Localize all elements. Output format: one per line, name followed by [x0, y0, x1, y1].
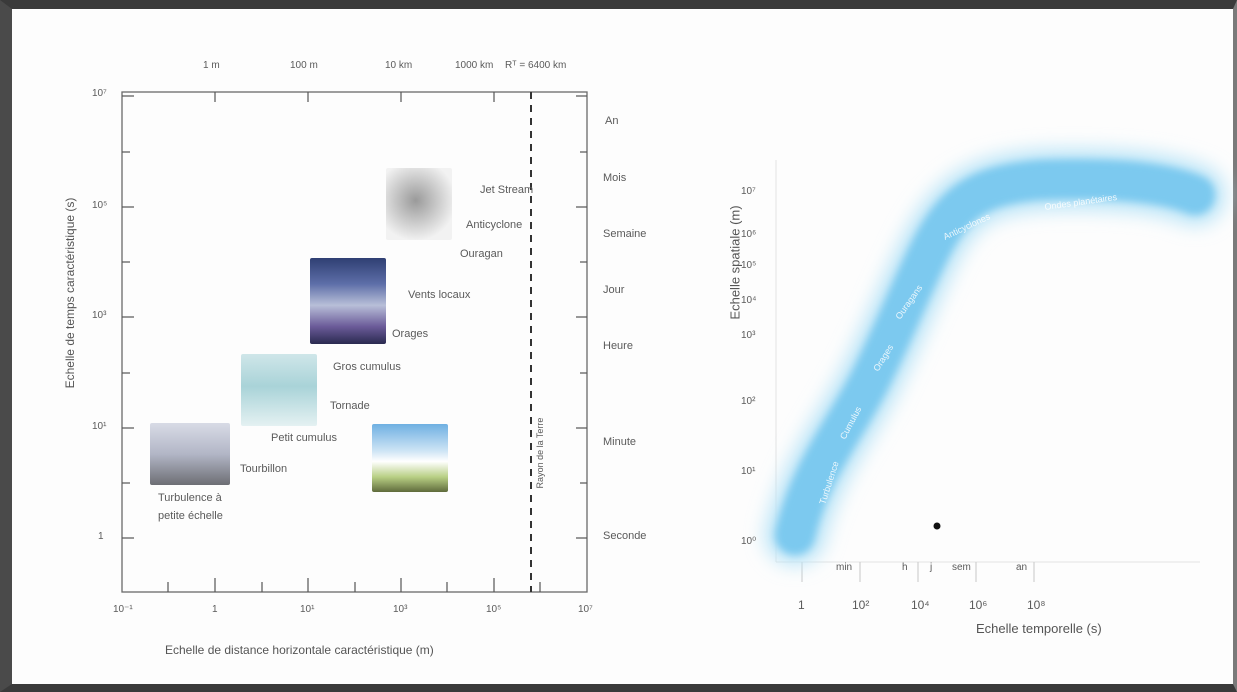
left-x-axis-label: Echelle de distance horizontale caractér… — [165, 643, 434, 657]
x-tick-label: 10⁻¹ — [113, 604, 133, 615]
top-scale-label: Rᵀ = 6400 km — [505, 60, 567, 71]
label-turbulence-2: petite échelle — [158, 510, 223, 522]
label-tourbillon: Tourbillon — [240, 463, 288, 475]
label-anticyclone: Anticyclone — [466, 219, 523, 231]
y-tick-label: 10¹ — [92, 421, 107, 432]
right-y-tick: 10¹ — [741, 466, 756, 477]
label-petit-cumulus: Petit cumulus — [271, 432, 338, 444]
time-label-jour: Jour — [603, 284, 625, 296]
x-tick-label: 10⁵ — [486, 604, 502, 615]
right-y-tick: 10³ — [741, 330, 756, 341]
x-tick-label: 10³ — [393, 604, 408, 615]
time-label-minute: Minute — [603, 436, 637, 448]
time-unit-sem: sem — [952, 562, 971, 573]
cumulus-thumbnail — [372, 424, 448, 492]
right-x-tick: 10⁴ — [911, 598, 930, 612]
label-orages: Orages — [392, 328, 429, 340]
label-jet-stream: Jet Stream — [480, 184, 534, 196]
top-scale-label: 1 m — [203, 60, 220, 71]
right-y-tick: 10⁵ — [741, 260, 757, 271]
top-scale-label: 1000 km — [455, 60, 494, 71]
right-x-tick: 10⁸ — [1027, 598, 1046, 612]
left-x-ticks — [167, 92, 541, 592]
right-y-tick: 10⁷ — [741, 186, 756, 197]
tornado-thumbnail — [241, 354, 317, 426]
label-tornade: Tornade — [330, 400, 370, 412]
left-y-ticks — [122, 95, 587, 539]
top-scale-label: 10 km — [385, 60, 413, 71]
dust-devil-thumbnail — [150, 423, 230, 485]
label-ouragan: Ouragan — [460, 248, 503, 260]
y-tick-label: 1 — [98, 531, 104, 542]
storm-thumbnail — [310, 258, 386, 344]
right-y-tick: 10² — [741, 396, 756, 407]
time-label-mois: Mois — [603, 172, 627, 184]
right-x-tick: 10⁶ — [969, 598, 988, 612]
x-tick-label: 1 — [212, 604, 218, 615]
right-x-tick: 10² — [852, 598, 870, 612]
top-scale-label: 100 m — [290, 60, 318, 71]
label-turbulence: Turbulence à — [158, 492, 222, 504]
right-y-tick: 10⁰ — [741, 536, 757, 547]
x-tick-label: 10¹ — [300, 604, 315, 615]
time-unit-min: min — [836, 562, 853, 573]
y-tick-label: 10⁵ — [92, 200, 108, 211]
x-tick-label: 10⁷ — [578, 604, 593, 615]
right-x-tick: 1 — [798, 598, 805, 612]
label-gros-cumulus: Gros cumulus — [333, 361, 401, 373]
marker-dot — [933, 522, 941, 530]
right-y-tick: 10⁴ — [741, 295, 757, 306]
time-unit-an: an — [1016, 562, 1028, 573]
time-unit-h: h — [902, 562, 908, 573]
scale-band — [775, 159, 1215, 555]
time-unit-j: j — [930, 562, 933, 573]
satellite-thumbnail — [386, 168, 452, 240]
right-y-axis-label: Echelle spatiale (m) — [727, 205, 743, 320]
y-tick-label: 10⁷ — [92, 88, 107, 99]
y-tick-label: 10³ — [92, 310, 107, 321]
right-x-ticks — [801, 562, 1035, 582]
time-label-semaine: Semaine — [603, 228, 647, 240]
right-x-axis-label: Echelle temporelle (s) — [976, 621, 1102, 636]
scale-band-glow — [764, 148, 1226, 566]
time-label-seconde: Seconde — [603, 530, 647, 542]
right-y-tick: 10⁶ — [741, 229, 757, 240]
time-label-heure: Heure — [603, 340, 633, 352]
time-label-an: An — [605, 115, 619, 127]
label-vents-locaux: Vents locaux — [408, 289, 471, 301]
